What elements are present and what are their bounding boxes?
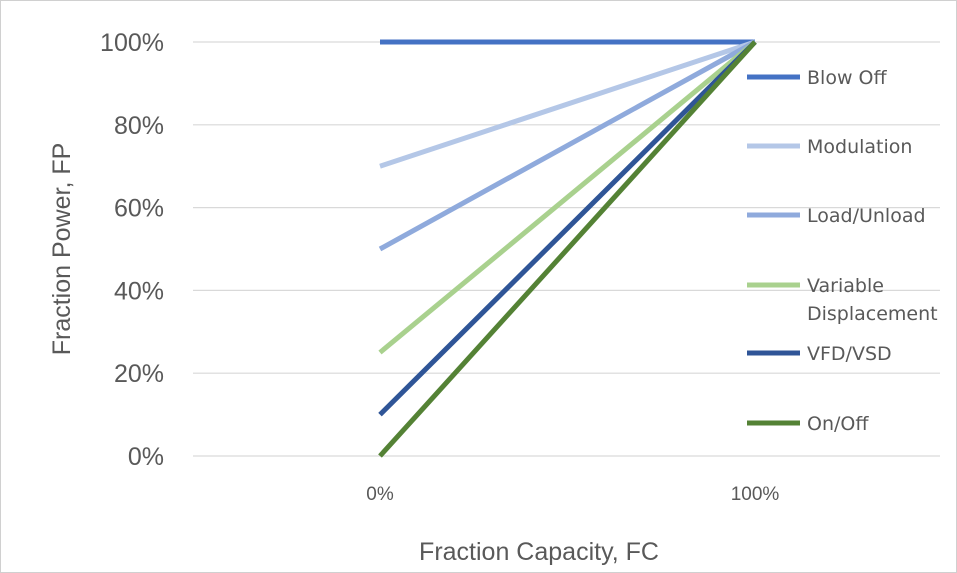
legend-label: VFD/VSD [807,343,892,365]
legend-item: Blow Off [747,67,887,89]
legend-item: On/Off [747,413,869,435]
y-tick-label: 80% [114,112,164,140]
legend-item: Load/Unload [747,205,926,227]
x-tick-label: 100% [731,484,780,505]
y-tick-label: 100% [100,29,164,57]
x-axis-title: Fraction Capacity, FC [419,538,659,566]
x-tick-label: 0% [366,484,394,505]
series-lines [378,39,757,458]
legend-label: Variable Displacement [807,275,938,325]
legend-label: Load/Unload [807,205,926,227]
legend-item: Modulation [747,136,912,158]
series-line-load-unload [378,39,757,252]
y-tick-label: 20% [114,360,164,388]
series-line-on-off [378,40,757,458]
x-axis-ticks: 0% 100% [366,484,779,505]
y-axis-title: Fraction Power, FP [48,143,76,356]
series-line-vfd-vsd [378,40,757,417]
series-line-variable-displacement [378,40,757,355]
legend-item: VFD/VSD [747,343,892,365]
y-tick-label: 40% [114,277,164,305]
y-tick-label: 60% [114,195,164,223]
legend-label: Modulation [807,136,912,158]
legend-item: Variable Displacement [747,275,938,325]
series-line-modulation [379,39,756,169]
y-axis-ticks: 0% 20% 40% 60% 80% 100% [100,29,164,471]
legend: Blow Off Modulation Load/Unload Variable Dis… [747,67,938,435]
legend-label: Blow Off [807,67,887,89]
y-tick-label: 0% [128,443,164,471]
legend-label: On/Off [807,413,869,435]
